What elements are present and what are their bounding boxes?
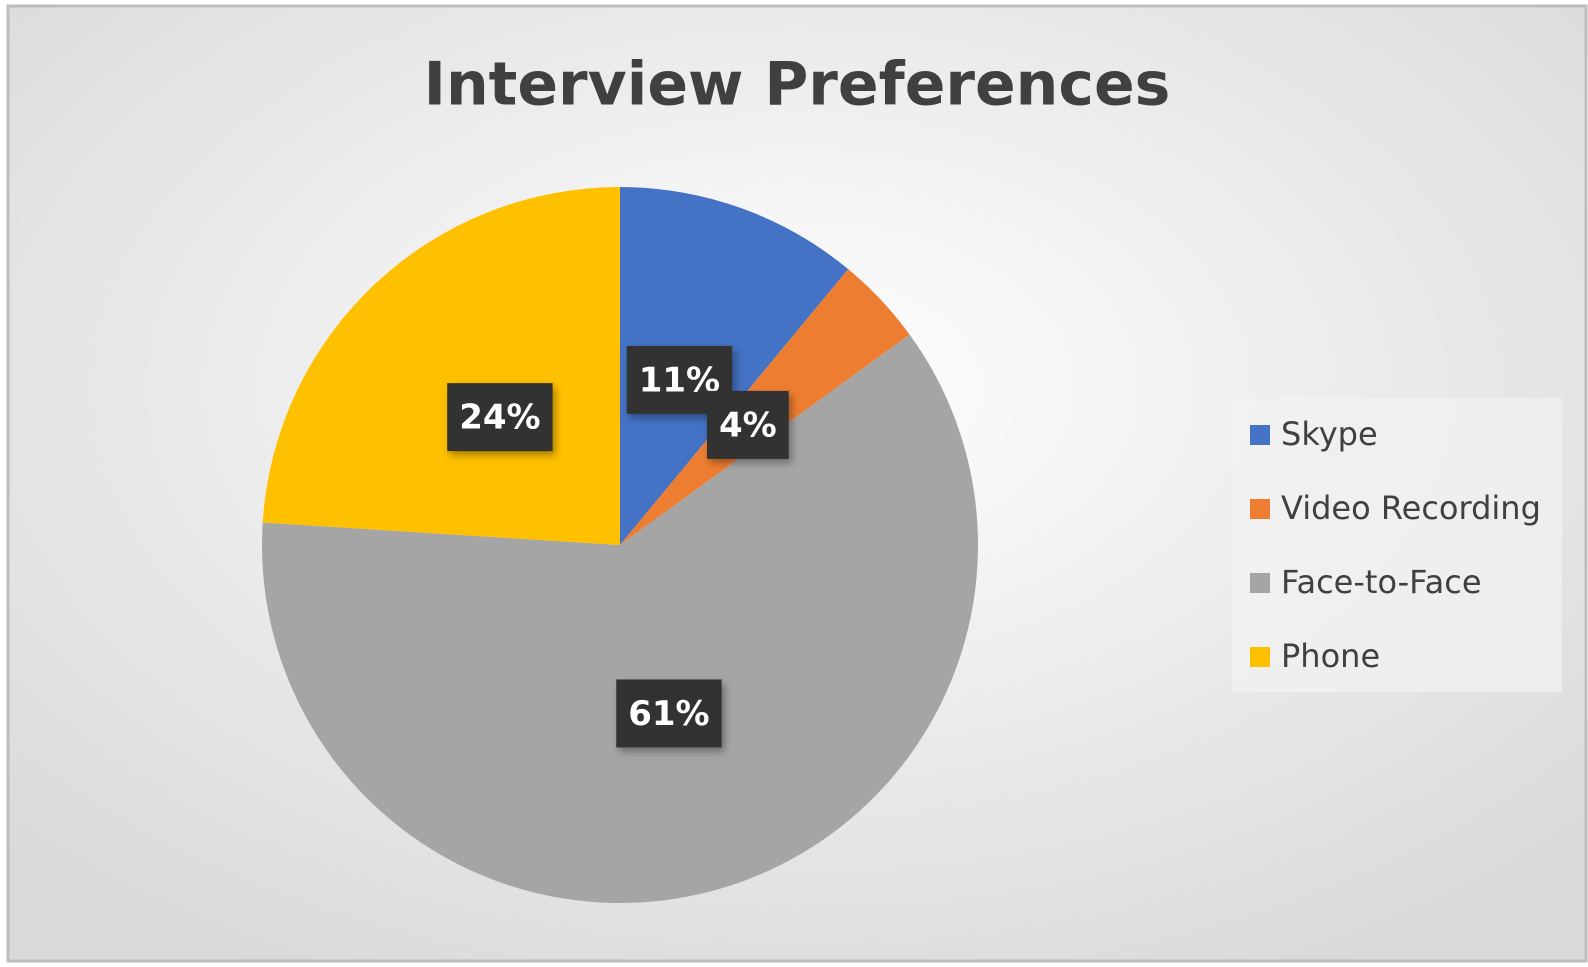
data-label-box	[447, 383, 553, 452]
legend-label: Skype	[1281, 415, 1378, 453]
data-label: 24%	[459, 398, 540, 438]
legend-swatch	[1250, 573, 1270, 593]
legend-label: Face-to-Face	[1281, 563, 1482, 601]
data-label: 4%	[719, 405, 777, 445]
pie-slice	[262, 334, 979, 903]
pie-slice	[262, 187, 620, 545]
data-label-box	[707, 390, 789, 459]
legend-swatch	[1250, 425, 1270, 445]
legend-label: Video Recording	[1281, 489, 1541, 527]
legend-box	[1232, 398, 1562, 692]
legend-swatch	[1250, 499, 1270, 519]
pie-slice	[620, 187, 849, 545]
data-label-box	[616, 679, 722, 748]
legend-label: Phone	[1281, 637, 1380, 675]
legend-swatch	[1250, 647, 1270, 667]
chart-title: Interview Preferences	[424, 50, 1171, 120]
data-label: 61%	[628, 694, 709, 734]
data-label: 11%	[639, 360, 720, 400]
